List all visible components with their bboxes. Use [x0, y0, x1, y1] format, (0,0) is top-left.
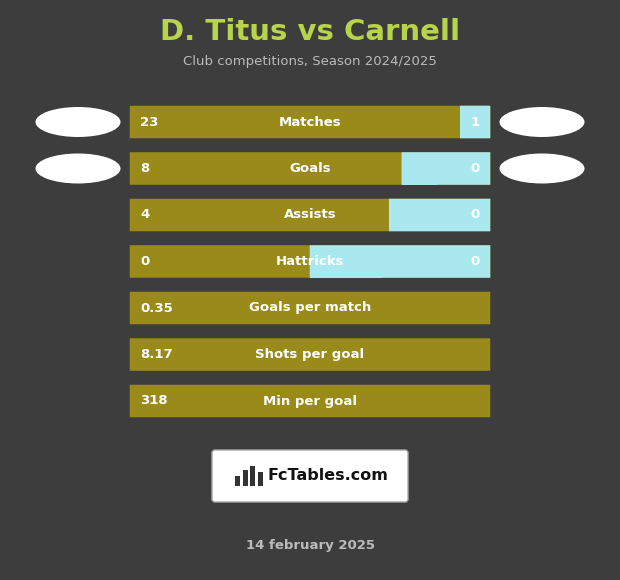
Text: Goals per match: Goals per match	[249, 302, 371, 314]
FancyBboxPatch shape	[310, 245, 490, 278]
Bar	[310, 245, 382, 277]
Text: 14 february 2025: 14 february 2025	[246, 538, 374, 552]
Ellipse shape	[500, 107, 585, 137]
Text: 318: 318	[140, 394, 167, 408]
Text: 0.35: 0.35	[140, 302, 173, 314]
Text: 0: 0	[471, 162, 480, 175]
Text: Min per goal: Min per goal	[263, 394, 357, 408]
Bar	[250, 466, 255, 486]
FancyBboxPatch shape	[130, 292, 490, 324]
Bar	[402, 153, 437, 184]
Text: 8: 8	[140, 162, 149, 175]
Ellipse shape	[35, 107, 120, 137]
Text: Hattricks: Hattricks	[276, 255, 344, 268]
Text: 0: 0	[140, 255, 149, 268]
Text: 4: 4	[140, 208, 149, 222]
FancyBboxPatch shape	[130, 152, 490, 185]
Text: D. Titus vs Carnell: D. Titus vs Carnell	[160, 18, 460, 46]
FancyBboxPatch shape	[212, 450, 408, 502]
Text: 8.17: 8.17	[140, 348, 172, 361]
FancyBboxPatch shape	[402, 152, 490, 185]
Text: 1: 1	[471, 115, 480, 129]
Text: 0: 0	[471, 255, 480, 268]
FancyBboxPatch shape	[460, 106, 490, 138]
FancyBboxPatch shape	[130, 338, 490, 371]
FancyBboxPatch shape	[130, 385, 490, 417]
Bar	[461, 106, 472, 138]
Bar	[257, 472, 262, 486]
FancyBboxPatch shape	[130, 106, 490, 138]
Text: Assists: Assists	[284, 208, 336, 222]
FancyBboxPatch shape	[130, 199, 490, 231]
Ellipse shape	[35, 154, 120, 183]
FancyBboxPatch shape	[130, 245, 490, 278]
Bar	[389, 199, 430, 231]
Text: 23: 23	[140, 115, 158, 129]
Text: Goals: Goals	[289, 162, 331, 175]
Text: Matches: Matches	[278, 115, 342, 129]
Text: FcTables.com: FcTables.com	[268, 469, 389, 484]
Text: 0: 0	[471, 208, 480, 222]
Bar	[235, 476, 240, 486]
Text: Club competitions, Season 2024/2025: Club competitions, Season 2024/2025	[183, 56, 437, 68]
FancyBboxPatch shape	[389, 199, 490, 231]
Text: Shots per goal: Shots per goal	[255, 348, 365, 361]
Bar	[242, 470, 247, 486]
Ellipse shape	[500, 154, 585, 183]
